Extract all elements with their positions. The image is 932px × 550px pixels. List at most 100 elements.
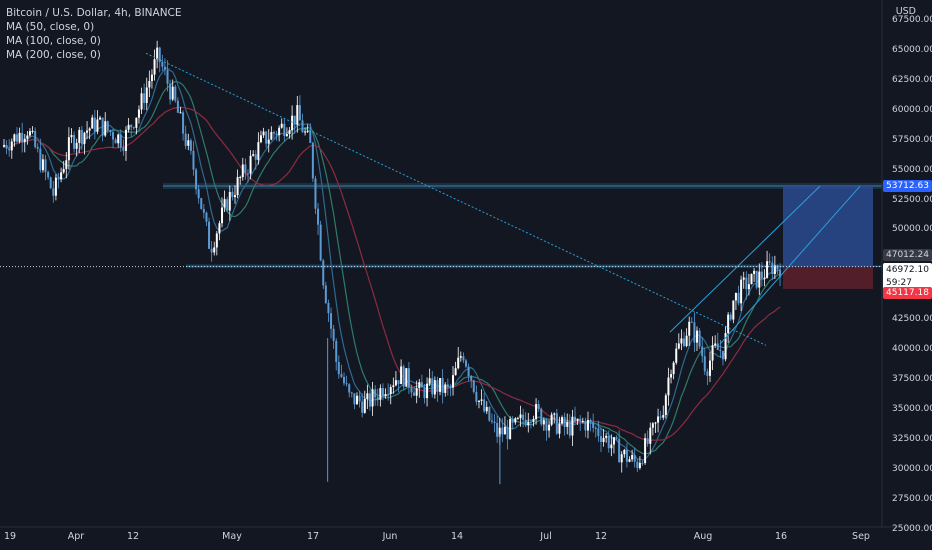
- candle-body: [86, 130, 89, 133]
- candle-body: [143, 93, 146, 103]
- candle-body: [574, 416, 577, 422]
- candle-body: [566, 422, 569, 427]
- ma50-line: [3, 67, 781, 461]
- candle-body: [112, 132, 115, 140]
- candle-body: [345, 383, 348, 385]
- candle-body: [659, 416, 662, 418]
- candle-body: [52, 188, 55, 196]
- candle-body: [488, 406, 491, 421]
- price-tick-label: 62500.00: [892, 74, 932, 85]
- candle-body: [773, 265, 776, 274]
- candle-body: [612, 437, 615, 445]
- candle-body: [688, 321, 691, 336]
- candle-body: [161, 61, 164, 67]
- candle-body: [581, 420, 584, 422]
- candle-body: [353, 393, 356, 405]
- candle-body: [599, 436, 602, 443]
- candle-body: [558, 423, 561, 434]
- candle-body: [241, 164, 244, 178]
- candle-body: [516, 418, 519, 420]
- bar-countdown: 59:27: [886, 278, 912, 288]
- candle-body: [122, 147, 125, 151]
- candle-body: [628, 459, 631, 462]
- candle-body: [226, 199, 229, 211]
- ma100-label[interactable]: MA (100, close, 0): [6, 35, 101, 47]
- candle-body: [413, 392, 416, 396]
- candle-body: [727, 314, 730, 334]
- candle-body: [249, 155, 252, 174]
- candle-body: [490, 420, 493, 422]
- candle-body: [641, 462, 644, 464]
- candle-body: [187, 140, 190, 146]
- candle-body: [708, 360, 711, 376]
- candle-body: [39, 148, 42, 171]
- candle-body: [740, 279, 743, 304]
- support-resistance-levels: [163, 183, 883, 269]
- candle-body: [254, 154, 257, 160]
- candle-body: [503, 426, 506, 435]
- candle-body: [184, 133, 187, 146]
- candle-body: [223, 199, 226, 208]
- candle-body: [355, 395, 358, 405]
- candle-body: [550, 414, 553, 425]
- candle-body: [753, 270, 756, 274]
- candle-body: [109, 130, 112, 133]
- candle-body: [766, 261, 769, 278]
- candle-body: [163, 66, 166, 70]
- time-tick-label: 12: [594, 531, 608, 542]
- candle-body: [579, 418, 582, 422]
- candle-body: [104, 121, 107, 136]
- ma200-label[interactable]: MA (200, close, 0): [6, 49, 101, 61]
- target-zone: [783, 186, 873, 267]
- target-price-tag: 53712.63: [883, 180, 932, 192]
- time-tick-label: Jun: [382, 531, 398, 542]
- candle-body: [298, 105, 301, 121]
- candle-body: [714, 343, 717, 346]
- stop-price-tag: 45117.18: [883, 287, 932, 299]
- candle-body: [701, 346, 704, 357]
- candle-body: [680, 338, 683, 344]
- candle-body: [711, 345, 714, 361]
- candle-body: [296, 105, 299, 125]
- candle-body: [400, 366, 403, 385]
- candle-body: [758, 271, 761, 288]
- candle-body: [23, 138, 26, 143]
- candle-body: [148, 81, 151, 88]
- candle-body: [158, 47, 161, 62]
- candle-body: [493, 421, 496, 423]
- channel-upper-line: [669, 185, 821, 333]
- candle-body: [275, 133, 278, 136]
- candle-body: [685, 335, 688, 347]
- candle-body: [285, 134, 288, 137]
- candle-body: [350, 392, 353, 394]
- price-tick-label: 40000.00: [892, 344, 932, 355]
- candle-body: [78, 129, 81, 143]
- last-price-tag: 46972.10 59:27: [883, 263, 932, 291]
- candle-body: [475, 391, 478, 402]
- candle-body: [379, 388, 382, 400]
- candle-body: [563, 417, 566, 427]
- candle-body: [449, 386, 452, 388]
- candle-body: [742, 277, 745, 280]
- candle-body: [166, 69, 169, 84]
- candle-body: [384, 393, 387, 397]
- candle-body: [135, 117, 138, 128]
- candle-body: [561, 417, 564, 424]
- time-tick-label: 14: [450, 531, 464, 542]
- ma50-label[interactable]: MA (50, close, 0): [6, 21, 95, 33]
- candle-body: [278, 127, 281, 136]
- candle-body: [343, 376, 346, 384]
- candle-body: [768, 261, 771, 263]
- price-tick-label: 57500.00: [892, 134, 932, 145]
- candle-body: [454, 368, 457, 376]
- candle-body: [195, 169, 198, 190]
- candle-body: [623, 449, 626, 455]
- candle-body: [169, 83, 172, 100]
- candle-body: [459, 356, 462, 358]
- candle-body: [644, 438, 647, 464]
- candle-body: [368, 393, 371, 407]
- candle-body: [667, 377, 670, 396]
- candle-body: [228, 191, 231, 211]
- symbol-title[interactable]: Bitcoin / U.S. Dollar, 4h, BINANCE: [6, 7, 182, 19]
